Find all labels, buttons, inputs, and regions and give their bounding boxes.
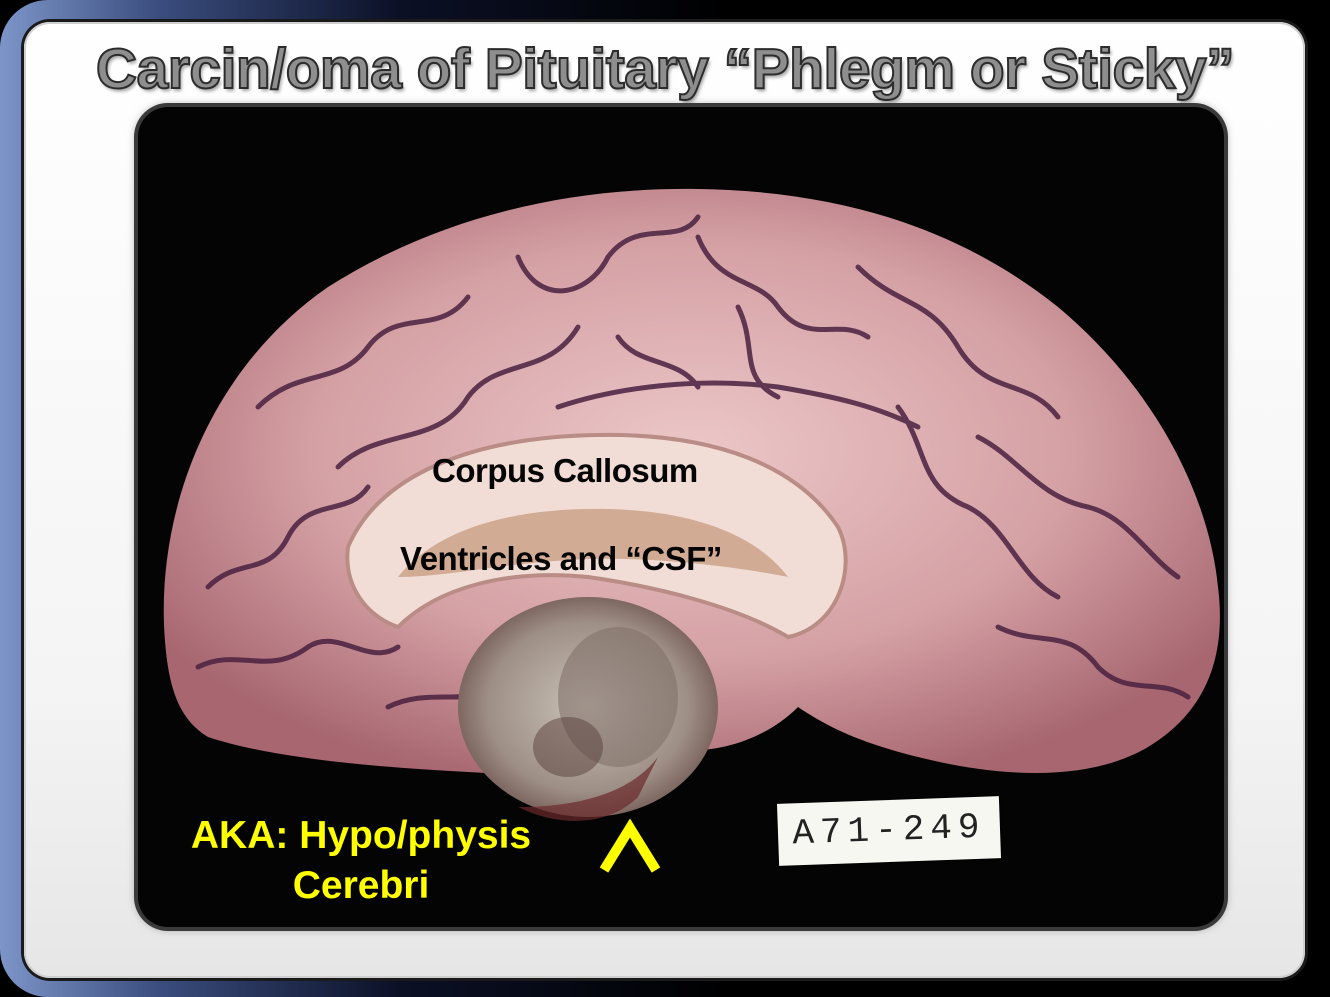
ventricle xyxy=(398,508,788,577)
label-aka-line2: Cerebri xyxy=(292,864,430,907)
specimen-tag: A71-249 xyxy=(776,796,1002,866)
label-corpus-callosum: Corpus Callosum xyxy=(432,452,698,489)
cortical-vessels xyxy=(195,214,1191,710)
brain-illustration xyxy=(163,188,1220,821)
caret-up-icon xyxy=(599,818,661,873)
label-ventricles: Ventricles and “CSF” xyxy=(400,540,722,577)
slide-title: Carcin/oma of Pituitary “Phlegm or Stick… xyxy=(95,36,1236,102)
specimen-photo xyxy=(138,107,1224,927)
label-aka-line1: AKA: Hypo/physis xyxy=(190,814,532,857)
